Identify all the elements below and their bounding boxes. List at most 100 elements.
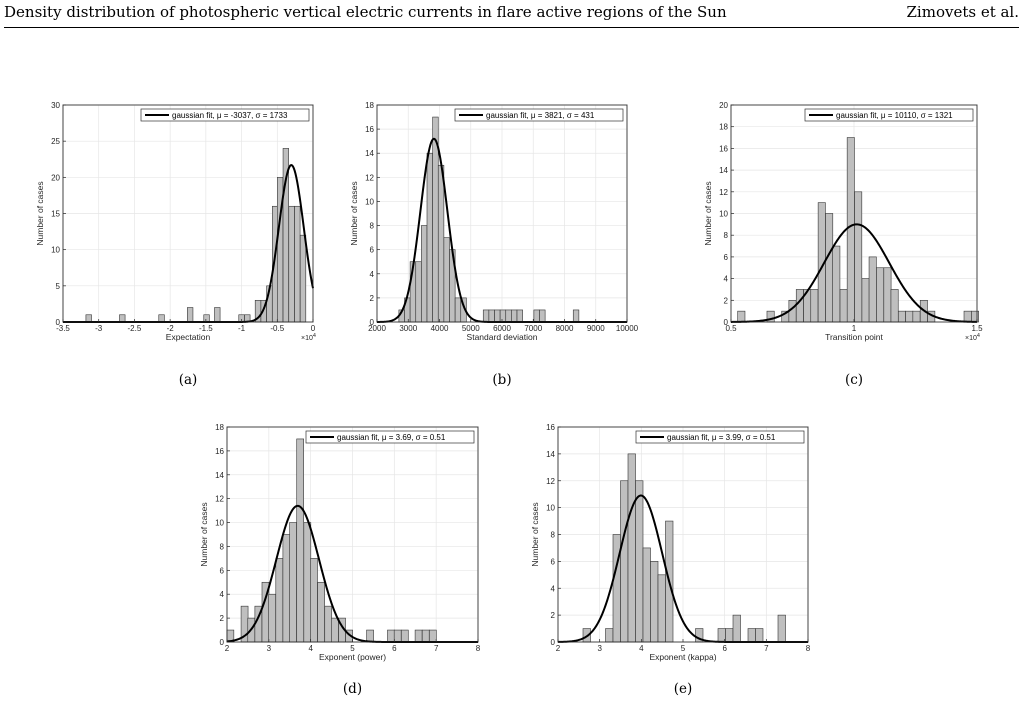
- histogram-bar: [421, 225, 428, 323]
- legend: gaussian fit, μ = 10110, σ = 1321: [804, 108, 974, 122]
- histogram-bar: [890, 289, 899, 323]
- histogram-bar: [296, 438, 305, 643]
- histogram-bar: [868, 256, 877, 323]
- histogram-bar: [620, 480, 629, 643]
- x-tick-label: 5000: [462, 324, 480, 333]
- y-tick-label: 8: [724, 231, 729, 240]
- histogram-bar: [854, 191, 863, 323]
- x-tick-label: -1: [238, 324, 246, 333]
- y-tick-label: 0: [724, 318, 729, 327]
- x-tick-label: -1.5: [199, 324, 213, 333]
- y-tick-label: 10: [215, 519, 224, 528]
- y-axis-label: Number of cases: [349, 181, 359, 245]
- histogram-bar: [426, 152, 433, 323]
- histogram-bar: [795, 289, 804, 323]
- histogram-bar: [415, 261, 422, 323]
- histogram-bar: [303, 522, 312, 643]
- y-tick-label: 4: [551, 584, 556, 593]
- y-tick-label: 2: [724, 296, 729, 305]
- x-tick-label: 4000: [431, 324, 449, 333]
- y-tick-label: 14: [365, 149, 374, 158]
- x-tick-label: 2000: [368, 324, 386, 333]
- running-title: Density distribution of photospheric ver…: [4, 3, 727, 21]
- y-tick-label: 10: [546, 504, 555, 513]
- histogram-bar: [454, 297, 462, 323]
- y-tick-label: 6: [724, 253, 729, 262]
- y-tick-label: 12: [546, 477, 555, 486]
- x-tick-label: -3.5: [56, 324, 70, 333]
- x-axis-label: Expectation: [166, 332, 211, 342]
- y-tick-label: 8: [220, 542, 225, 551]
- histogram-bar: [429, 629, 437, 643]
- x-tick-label: 0: [311, 324, 316, 333]
- histogram-bar: [650, 561, 659, 643]
- x-tick-label: -3: [95, 324, 103, 333]
- legend-entry: gaussian fit, μ = 3.69, σ = 0.51: [337, 433, 446, 442]
- histogram-bar: [839, 289, 848, 323]
- subfigure-caption: (b): [492, 372, 511, 388]
- histogram-bar: [187, 307, 194, 323]
- y-tick-label: 10: [365, 197, 374, 206]
- histogram-bar: [400, 629, 409, 643]
- histogram-bar: [268, 593, 276, 643]
- histogram-bar: [85, 314, 92, 323]
- y-tick-label: 16: [215, 447, 224, 456]
- histogram-bar: [876, 267, 885, 323]
- histogram-bar: [317, 581, 325, 643]
- x-axis-label: Transition point: [825, 332, 883, 342]
- x-tick-label: 2: [225, 644, 230, 653]
- x-tick-label: 6: [392, 644, 397, 653]
- y-tick-label: 16: [546, 423, 555, 432]
- y-tick-label: 2: [551, 611, 556, 620]
- histogram-bar: [443, 237, 450, 323]
- y-tick-label: 18: [719, 123, 728, 132]
- legend-entry: gaussian fit, μ = 10110, σ = 1321: [836, 111, 953, 120]
- y-tick-label: 14: [719, 166, 728, 175]
- chart-panel-c: 0.5 1 1.5 0 2 4 6 8 10 12 14 16 18 20 ×104 Transition p…: [703, 101, 983, 388]
- y-tick-label: 0: [370, 318, 375, 327]
- x-axis-multiplier: ×104: [965, 333, 980, 342]
- histogram-bar: [275, 558, 284, 643]
- histogram-bar: [572, 309, 580, 323]
- y-axis-label: Number of cases: [199, 502, 209, 566]
- x-tick-label: 7000: [524, 324, 542, 333]
- y-tick-label: 4: [370, 270, 375, 279]
- x-tick-label: 8: [476, 644, 481, 653]
- histogram-bar: [846, 137, 855, 323]
- y-tick-label: 10: [719, 210, 728, 219]
- x-axis-multiplier: ×104: [301, 333, 316, 342]
- histogram-bar: [366, 629, 374, 643]
- legend: gaussian fit, μ = 3.99, σ = 0.51: [635, 430, 805, 444]
- histogram-bar: [642, 547, 651, 643]
- subfigure-caption: (e): [674, 681, 693, 697]
- y-tick-label: 0: [56, 318, 61, 327]
- histogram-bar: [905, 310, 914, 323]
- page-header: Density distribution of photospheric ver…: [4, 0, 1019, 28]
- x-axis-multiplier-power: 4: [977, 333, 980, 339]
- histogram-bar: [289, 522, 297, 643]
- histogram-bar: [214, 307, 221, 323]
- y-tick-label: 5: [56, 282, 61, 291]
- histogram-bar: [282, 534, 291, 643]
- subfigure-caption: (c): [845, 372, 863, 388]
- y-tick-label: 30: [51, 101, 60, 110]
- histogram-bar: [288, 205, 295, 323]
- subfigure-caption: (d): [343, 681, 362, 697]
- histogram-bar: [499, 309, 507, 323]
- histogram-bar: [737, 310, 746, 323]
- y-axis-label: Number of cases: [530, 502, 540, 566]
- y-tick-label: 0: [220, 638, 225, 647]
- legend-box: [454, 108, 624, 122]
- x-tick-label: 10000: [616, 324, 639, 333]
- y-tick-label: 16: [365, 125, 374, 134]
- histogram-bar: [898, 310, 906, 323]
- y-tick-label: 4: [724, 275, 729, 284]
- gaussian-fit-curve: [731, 223, 978, 323]
- histogram-bar: [294, 205, 301, 323]
- x-tick-label: 7: [434, 644, 439, 653]
- histogram-bar: [777, 614, 786, 643]
- y-tick-label: 25: [51, 137, 60, 146]
- x-tick-label: 2: [556, 644, 561, 653]
